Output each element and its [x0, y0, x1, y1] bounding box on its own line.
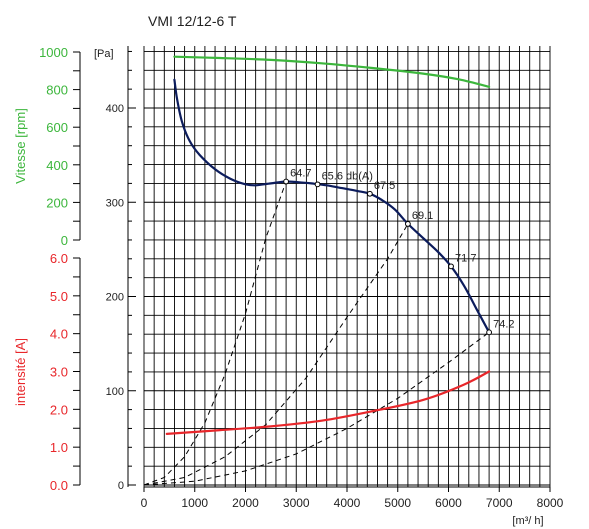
pressure-tick-label: 400	[106, 103, 124, 115]
current-tick-label: 5.0	[50, 289, 68, 304]
noise-label: 65.6 db(A)	[322, 170, 373, 182]
speed-tick-label: 600	[46, 120, 68, 135]
system-curves	[143, 181, 490, 486]
speed-tick-label: 0	[61, 233, 68, 248]
x-axis-unit: [m³/ h]	[512, 515, 543, 527]
system-curve	[143, 181, 287, 486]
current-tick-label: 2.0	[50, 402, 68, 417]
speed-tick-label: 1000	[39, 45, 68, 60]
noise-label: 69.1	[412, 210, 433, 222]
speed-tick-label: 800	[46, 83, 68, 98]
axes: 0 1000 2000 3000 4000 5000 6000 7000 8000[m³/ h]…	[13, 45, 564, 527]
x-tick-label: 3000	[283, 496, 310, 510]
noise-label: 64.7	[290, 168, 311, 180]
chart-title: VMI 12/12-6 T	[148, 13, 237, 29]
x-tick-label: 2000	[232, 496, 259, 510]
pressure-curve	[173, 78, 491, 334]
noise-label: 67.5	[374, 180, 395, 192]
noise-point	[366, 190, 373, 197]
grid	[143, 46, 551, 487]
current-tick-label: 3.0	[50, 365, 68, 380]
speed-tick-label: 400	[46, 158, 68, 173]
pressure-axis-unit: [Pa]	[94, 48, 114, 60]
current-curve	[165, 370, 491, 435]
x-tick-label: 0	[141, 496, 148, 510]
current-tick-label: 1.0	[50, 440, 68, 455]
pressure-tick-label: 200	[106, 292, 124, 304]
speed-tick-label: 200	[46, 195, 68, 210]
pressure-tick-label: 100	[106, 386, 124, 398]
x-tick-label: 1000	[181, 496, 208, 510]
noise-label: 74.2	[493, 318, 514, 330]
noise-point	[314, 181, 321, 188]
current-tick-label: 4.0	[50, 327, 68, 342]
x-tick-label: 6000	[435, 496, 462, 510]
pressure-tick-label: 0	[118, 480, 124, 492]
pressure-tick-label: 300	[106, 197, 124, 209]
x-tick-label: 4000	[334, 496, 361, 510]
current-tick-label: 0.0	[50, 478, 68, 493]
noise-level-labels: 64.7 65.6 db(A)67.5 69.1 71.7 74.2	[283, 168, 515, 336]
speed-axis-label: Vitesse [rpm]	[13, 108, 28, 184]
noise-point	[405, 221, 411, 227]
current-axis-label: intensité [A]	[13, 338, 28, 406]
system-curve	[143, 223, 409, 486]
x-tick-label: 8000	[537, 496, 564, 510]
noise-point	[283, 178, 290, 185]
noise-point	[486, 329, 493, 336]
x-tick-label: 5000	[384, 496, 411, 510]
system-curve	[143, 331, 490, 486]
noise-point	[448, 263, 454, 270]
x-tick-label: 7000	[486, 496, 513, 510]
current-tick-label: 6.0	[50, 251, 68, 266]
noise-label: 71.7	[455, 252, 476, 264]
speed-curve	[173, 55, 491, 88]
